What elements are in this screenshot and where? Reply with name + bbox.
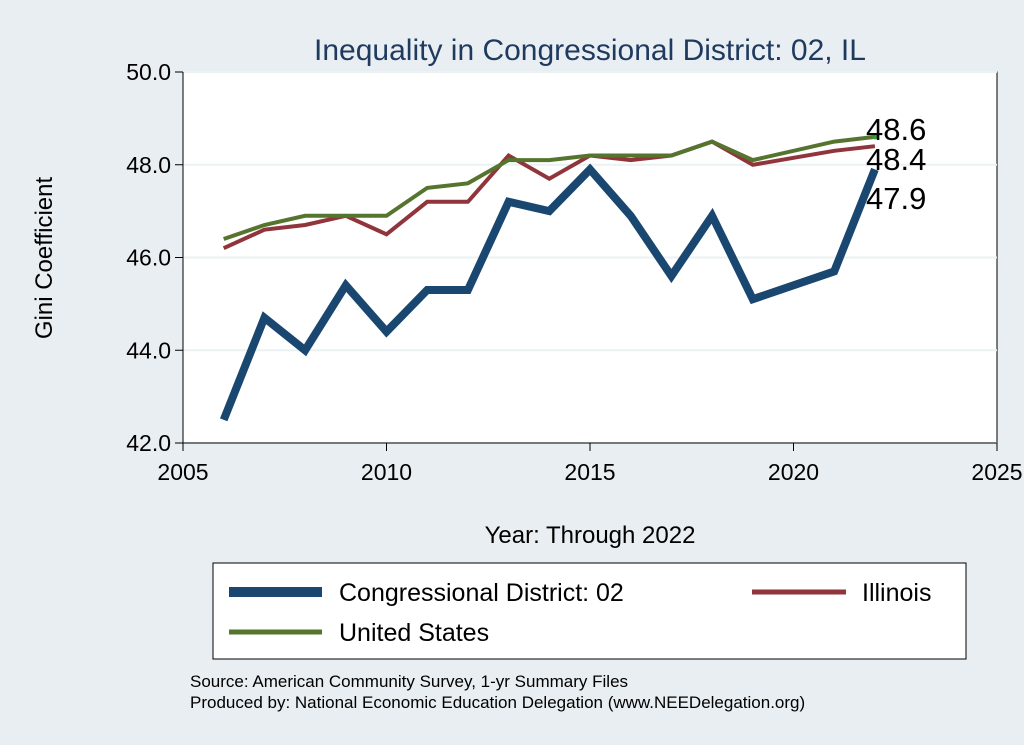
y-axis: 42.0 44.0 46.0 48.0 50.0 — [126, 59, 184, 456]
series-lines — [219, 134, 879, 422]
x-tick-label: 2025 — [971, 459, 1022, 485]
end-label-district: 47.9 — [866, 181, 926, 216]
legend: Congressional District: 02 Illinois Unit… — [212, 562, 967, 660]
legend-label-district: Congressional District: 02 — [339, 579, 624, 607]
x-axis: 2005 2010 2015 2020 2025 — [157, 442, 1023, 485]
end-label-illinois: 48.4 — [866, 142, 926, 177]
series-end-marker — [872, 134, 878, 140]
series-line-united-states — [223, 134, 876, 241]
y-tick-label: 44.0 — [126, 337, 171, 363]
y-tick-label: 46.0 — [126, 245, 171, 271]
series-line-illinois — [222, 139, 876, 251]
grid-lines — [183, 71, 997, 444]
legend-label-united-states: United States — [339, 619, 489, 647]
x-axis-title: Year: Through 2022 — [485, 522, 696, 549]
x-tick-label: 2015 — [564, 459, 615, 485]
legend-box — [212, 562, 967, 660]
x-tick-label: 2020 — [768, 459, 819, 485]
series-line-district — [219, 163, 879, 422]
y-tick-label: 48.0 — [126, 152, 171, 178]
chart-title: Inequality in Congressional District: 02… — [314, 34, 866, 67]
y-tick-label: 42.0 — [126, 430, 171, 456]
x-tick-label: 2010 — [361, 459, 412, 485]
legend-label-illinois: Illinois — [862, 579, 931, 607]
y-tick-label: 50.0 — [126, 59, 171, 85]
source-line-2: Produced by: National Economic Education… — [190, 693, 805, 712]
y-axis-title: Gini Coefficient — [31, 177, 58, 340]
x-tick-label: 2005 — [157, 459, 208, 485]
end-label-united-states: 48.6 — [866, 112, 926, 147]
source-line-1: Source: American Community Survey, 1-yr … — [190, 672, 628, 691]
